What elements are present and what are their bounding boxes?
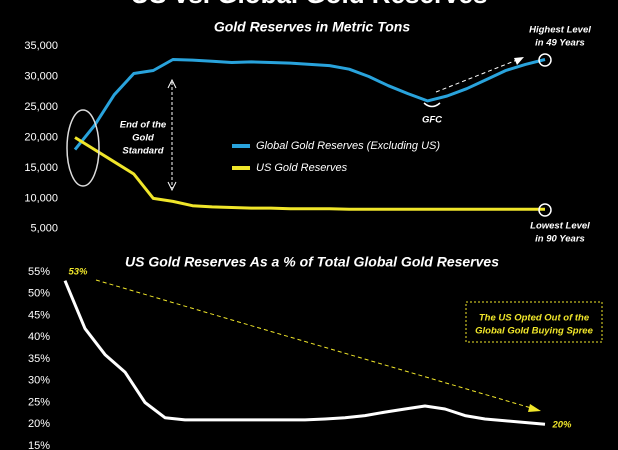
annotation: GFC: [422, 115, 442, 126]
y-tick-label: 55%: [28, 266, 50, 278]
annotation: in 90 Years: [535, 234, 585, 245]
trend-arrow: [95, 279, 539, 411]
y-tick-label: 20%: [28, 418, 50, 430]
annotation: Gold: [132, 133, 154, 144]
y-tick-label: 35%: [28, 353, 50, 365]
y-tick-label: 40%: [28, 331, 50, 343]
page-title: US vs. Global Gold Reserves: [131, 0, 488, 9]
highlight-circle: [538, 203, 552, 217]
series-line: [63, 280, 546, 426]
y-tick-label: 50%: [28, 288, 50, 300]
legend-label: Global Gold Reserves (Excluding US): [256, 140, 440, 152]
y-tick-label: 35,000: [24, 40, 58, 52]
arrow-head: [514, 57, 524, 65]
annotation: Standard: [122, 146, 163, 157]
y-tick-label: 10,000: [24, 192, 58, 204]
y-tick-label: 5,000: [30, 223, 58, 235]
annotation: Lowest Level: [530, 221, 590, 232]
legend-label: US Gold Reserves: [256, 162, 348, 174]
annotation: 53%: [68, 267, 88, 278]
arrow-head: [167, 78, 177, 192]
series-line: [74, 136, 545, 211]
y-tick-label: 25,000: [24, 101, 58, 113]
arrow-head: [528, 404, 541, 412]
arrow: [435, 57, 523, 93]
y-tick-label: 30%: [28, 375, 50, 387]
highlight-ellipse: [66, 109, 100, 187]
y-tick-label: 25%: [28, 396, 50, 408]
y-tick-label: 45%: [28, 309, 50, 321]
y-tick-label: 20,000: [24, 131, 58, 143]
annotation: in 49 Years: [535, 38, 585, 49]
annotation: Global Gold Buying Spree: [475, 326, 593, 337]
series-line: [73, 58, 546, 151]
gfc-arc: [423, 102, 441, 108]
annotation: The US Opted Out of the: [479, 313, 590, 324]
chart-title: Gold Reserves in Metric Tons: [214, 19, 411, 35]
annotation: 20%: [551, 420, 572, 431]
y-tick-label: 30,000: [24, 70, 58, 82]
annotation: Highest Level: [529, 25, 591, 36]
annotation: End of the: [120, 120, 167, 131]
y-tick-label: 15,000: [24, 162, 58, 174]
chart-title: US Gold Reserves As a % of Total Global …: [125, 254, 499, 270]
highlight-circle: [538, 53, 552, 67]
callout-box: [465, 301, 603, 343]
y-tick-label: 15%: [28, 440, 50, 450]
